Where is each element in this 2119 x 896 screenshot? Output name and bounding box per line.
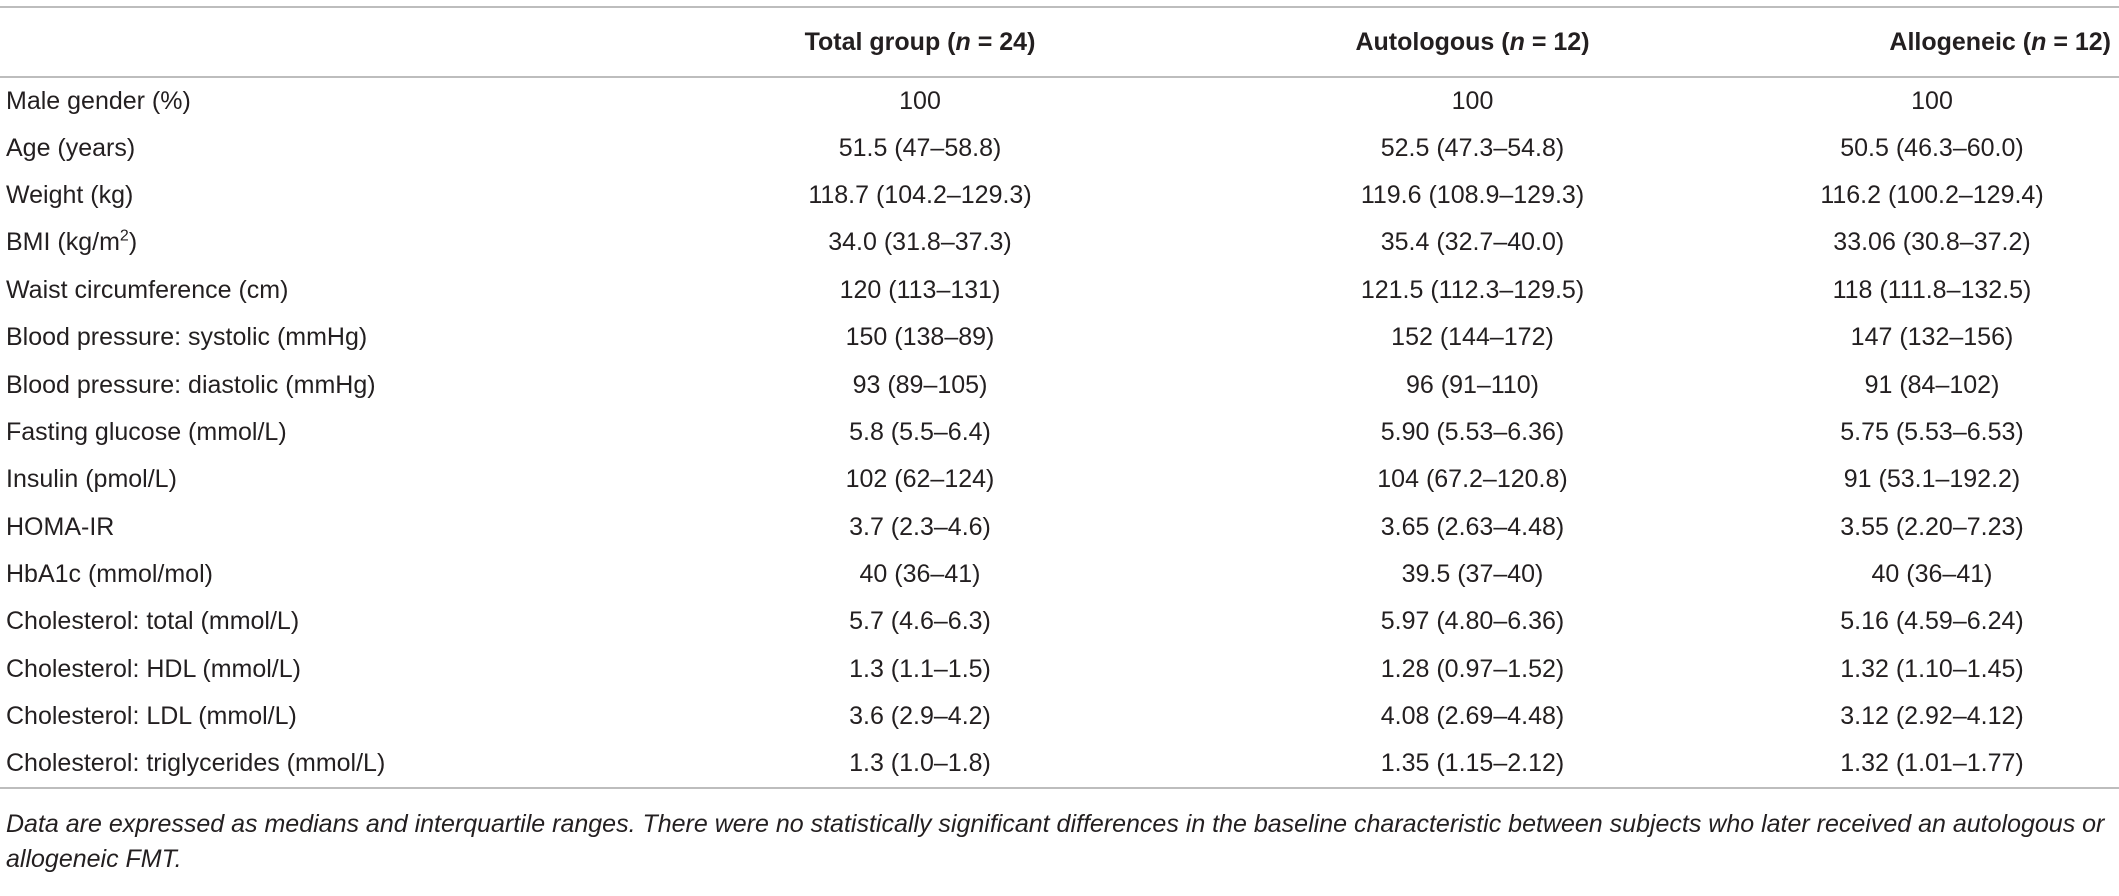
total-group-value: 1.3 (1.0–1.8) — [640, 740, 1200, 789]
bmi-label-close: ) — [128, 228, 138, 257]
total-group-value: 100 — [899, 86, 941, 115]
row-label: HOMA-IR — [6, 512, 115, 541]
header-row: Total group (n = 24) Autologous (n = 12)… — [0, 6, 2119, 78]
total-group-value: 118.7 (104.2–129.3) — [808, 180, 1032, 209]
autologous-value: 52.5 (47.3–54.8) — [1380, 133, 1565, 162]
total-group-value: 3.6 (2.9–4.2) — [849, 702, 991, 731]
header-total-label: Total group ( — [804, 27, 956, 56]
allogeneic-value: 1.32 (1.10–1.45) — [1840, 654, 2024, 683]
allogeneic-value: 5.16 (4.59–6.24) — [1840, 607, 2024, 636]
table-row: Weight (kg) 118.7 (104.2–129.3) 119.6 (1… — [0, 172, 2119, 219]
header-allogeneic: Allogeneic (n = 12) — [1745, 6, 2119, 78]
header-total-count: = 24) — [970, 27, 1036, 56]
header-auto-label: Autologous ( — [1355, 27, 1510, 56]
baseline-characteristics-table: Total group (n = 24) Autologous (n = 12)… — [0, 6, 2119, 789]
total-group-value: 5.7 (4.6–6.3) — [849, 607, 991, 636]
allogeneic-value: 1.32 (1.01–1.77) — [1745, 740, 2119, 789]
allogeneic-value: 50.5 (46.3–60.0) — [1840, 133, 2024, 162]
row-label: Cholesterol: total (mmol/L) — [6, 607, 300, 636]
header-total-group: Total group (n = 24) — [640, 6, 1200, 78]
allogeneic-value: 100 — [1911, 86, 1953, 115]
autologous-value: 100 — [1451, 86, 1494, 115]
table-row: Insulin (pmol/L) 102 (62–124) 104 (67.2–… — [0, 456, 2119, 503]
table-row: BMI (kg/m2) 34.0 (31.8–37.3) 35.4 (32.7–… — [0, 219, 2119, 266]
autologous-value: 152 (144–172) — [1391, 323, 1554, 352]
header-allo-n: n — [2031, 27, 2047, 56]
allogeneic-value: 91 (53.1–192.2) — [1843, 465, 2021, 494]
table-row: HOMA-IR 3.7 (2.3–4.6) 3.65 (2.63–4.48) 3… — [0, 504, 2119, 551]
autologous-value: 5.97 (4.80–6.36) — [1380, 607, 1565, 636]
total-group-value: 51.5 (47–58.8) — [838, 133, 1002, 162]
header-total-n: n — [955, 27, 971, 56]
row-label: Cholesterol: LDL (mmol/L) — [6, 702, 297, 731]
header-autologous: Autologous (n = 12) — [1200, 6, 1745, 78]
row-label: BMI (kg/m2) — [0, 219, 640, 266]
autologous-value: 39.5 (37–40) — [1401, 560, 1544, 589]
header-empty-cell — [0, 6, 640, 78]
allogeneic-value: 40 (36–41) — [1871, 560, 1993, 589]
table-footnote: Data are expressed as medians and interq… — [6, 810, 2105, 873]
row-label: Age (years) — [6, 133, 136, 162]
header-allo-count: = 12) — [2046, 27, 2111, 56]
row-label: Cholesterol: triglycerides (mmol/L) — [0, 740, 640, 789]
table-header: Total group (n = 24) Autologous (n = 12)… — [0, 6, 2119, 78]
allogeneic-value: 3.55 (2.20–7.23) — [1840, 512, 2024, 541]
header-auto-count: = 12) — [1524, 27, 1590, 56]
total-group-value: 93 (89–105) — [852, 370, 988, 399]
table-row: Blood pressure: diastolic (mmHg) 93 (89–… — [0, 361, 2119, 408]
allogeneic-value: 33.06 (30.8–37.2) — [1833, 228, 2031, 257]
autologous-value: 119.6 (108.9–129.3) — [1360, 180, 1585, 209]
autologous-value: 35.4 (32.7–40.0) — [1380, 228, 1565, 257]
table-row: Waist circumference (cm) 120 (113–131) 1… — [0, 267, 2119, 314]
autologous-value: 4.08 (2.69–4.48) — [1380, 702, 1565, 731]
total-group-value: 3.7 (2.3–4.6) — [849, 512, 991, 541]
row-label: HbA1c (mmol/mol) — [6, 560, 213, 589]
autologous-value: 5.90 (5.53–6.36) — [1380, 417, 1565, 446]
table-row: Cholesterol: HDL (mmol/L) 1.3 (1.1–1.5) … — [0, 646, 2119, 693]
total-group-value: 1.3 (1.1–1.5) — [849, 654, 991, 683]
autologous-value: 1.28 (0.97–1.52) — [1380, 654, 1565, 683]
row-label: Blood pressure: diastolic (mmHg) — [6, 370, 376, 399]
allogeneic-value: 147 (132–156) — [1850, 323, 2014, 352]
header-allo-label: Allogeneic ( — [1889, 27, 2032, 56]
bmi-label-superscript: 2 — [119, 228, 129, 246]
autologous-value: 96 (91–110) — [1406, 370, 1539, 399]
autologous-value: 1.35 (1.15–2.12) — [1200, 740, 1745, 789]
total-group-value: 34.0 (31.8–37.3) — [828, 228, 1012, 257]
row-label: Fasting glucose (mmol/L) — [6, 417, 287, 446]
header-auto-n: n — [1509, 27, 1525, 56]
total-group-value: 102 (62–124) — [845, 465, 995, 494]
allogeneic-value: 3.12 (2.92–4.12) — [1840, 702, 2024, 731]
autologous-value: 121.5 (112.3–129.5) — [1360, 275, 1585, 304]
row-label: Insulin (pmol/L) — [6, 465, 177, 494]
table-row: Blood pressure: systolic (mmHg) 150 (138… — [0, 314, 2119, 361]
table-row: Cholesterol: LDL (mmol/L) 3.6 (2.9–4.2) … — [0, 693, 2119, 740]
table-row: HbA1c (mmol/mol) 40 (36–41) 39.5 (37–40)… — [0, 551, 2119, 598]
autologous-value: 3.65 (2.63–4.48) — [1380, 512, 1565, 541]
allogeneic-value: 118 (111.8–132.5) — [1832, 275, 2032, 304]
row-label: Weight (kg) — [6, 180, 134, 209]
row-label: Male gender (%) — [6, 86, 191, 115]
table-row: Fasting glucose (mmol/L) 5.8 (5.5–6.4) 5… — [0, 409, 2119, 456]
allogeneic-value: 5.75 (5.53–6.53) — [1840, 417, 2024, 446]
row-label: Waist circumference (cm) — [6, 275, 289, 304]
table-row: Cholesterol: total (mmol/L) 5.7 (4.6–6.3… — [0, 598, 2119, 645]
allogeneic-value: 91 (84–102) — [1864, 370, 2000, 399]
autologous-value: 104 (67.2–120.8) — [1377, 465, 1568, 494]
row-label: Cholesterol: HDL (mmol/L) — [6, 654, 301, 683]
bmi-label-text: BMI (kg/m — [6, 228, 120, 257]
total-group-value: 120 (113–131) — [839, 275, 1001, 304]
table-row: Cholesterol: triglycerides (mmol/L) 1.3 … — [0, 740, 2119, 789]
total-group-value: 40 (36–41) — [859, 560, 981, 589]
row-label: Blood pressure: systolic (mmHg) — [6, 323, 368, 352]
table-row: Age (years) 51.5 (47–58.8) 52.5 (47.3–54… — [0, 124, 2119, 171]
allogeneic-value: 116.2 (100.2–129.4) — [1820, 180, 2044, 209]
total-group-value: 150 (138–89) — [845, 323, 995, 352]
total-group-value: 5.8 (5.5–6.4) — [849, 417, 991, 446]
table-row: Male gender (%) 100 100 100 — [0, 77, 2119, 124]
table-body: Male gender (%) 100 100 100 Age (years) … — [0, 77, 2119, 789]
